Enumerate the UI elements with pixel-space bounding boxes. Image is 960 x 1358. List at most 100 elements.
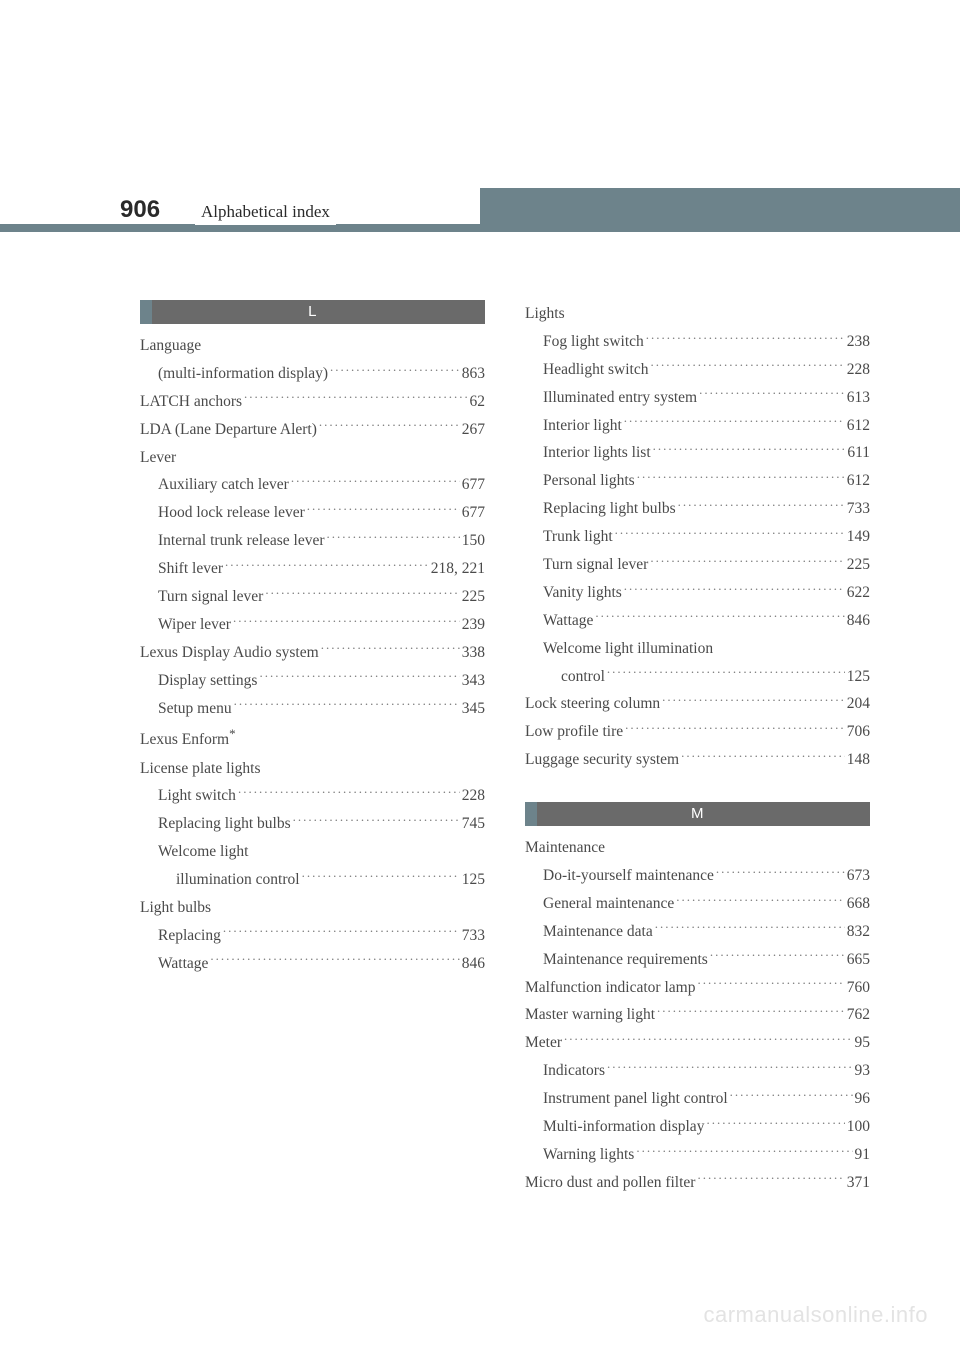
entry-label: Wiper lever: [158, 611, 231, 639]
index-entry: Turn signal lever225: [140, 583, 485, 611]
entry-page: 677: [462, 499, 485, 527]
index-entry: Language: [140, 332, 485, 360]
leader-dots: [607, 665, 845, 681]
entry-label: Instrument panel light control: [543, 1085, 728, 1113]
leader-dots: [625, 721, 845, 737]
entry-page: 225: [847, 551, 870, 579]
entry-page: 338: [462, 639, 485, 667]
index-entry: Light bulbs: [140, 894, 485, 922]
entry-label: illumination control: [176, 866, 300, 894]
entry-page: 204: [847, 690, 870, 718]
entry-label: Hood lock release lever: [158, 499, 305, 527]
leader-dots: [238, 785, 460, 801]
entry-label: Micro dust and pollen filter: [525, 1169, 695, 1197]
entry-page: 228: [462, 782, 485, 810]
leader-dots: [615, 526, 845, 542]
section-letter: L: [140, 300, 485, 324]
index-entry: Welcome light: [140, 838, 485, 866]
leader-dots: [307, 502, 460, 518]
leader-dots: [646, 330, 845, 346]
index-entry: Interior lights list611: [525, 439, 870, 467]
entry-label: License plate lights: [140, 755, 261, 783]
entry-label: Lights: [525, 300, 565, 328]
entry-label: Multi-information display: [543, 1113, 704, 1141]
leader-dots: [699, 386, 845, 402]
entry-label: Trunk light: [543, 523, 613, 551]
entry-label: Light switch: [158, 782, 236, 810]
leader-dots: [706, 1116, 844, 1132]
entry-page: 832: [847, 918, 870, 946]
index-entry: Micro dust and pollen filter371: [525, 1169, 870, 1197]
index-entry: Maintenance: [525, 834, 870, 862]
entry-label: Shift lever: [158, 555, 223, 583]
entry-page: 62: [470, 388, 486, 416]
leader-dots: [710, 948, 845, 964]
leader-dots: [655, 920, 845, 936]
entry-page: 612: [847, 467, 870, 495]
entry-label: Wattage: [543, 607, 593, 635]
leader-dots: [259, 669, 459, 685]
leader-dots: [681, 749, 845, 765]
index-entry: Interior light612: [525, 412, 870, 440]
index-entry: Illuminated entry system 613: [525, 384, 870, 412]
entry-page: 846: [847, 607, 870, 635]
section-letter: M: [525, 802, 870, 826]
entry-label: Meter: [525, 1029, 562, 1057]
index-entry: Do-it-yourself maintenance673: [525, 862, 870, 890]
entry-page: 613: [847, 384, 870, 412]
entry-page: 677: [462, 471, 485, 499]
index-entry: Shift lever218, 221: [140, 555, 485, 583]
leader-dots: [624, 414, 845, 430]
entry-label: Auxiliary catch lever: [158, 471, 289, 499]
entry-label: (multi-information display): [158, 360, 328, 388]
leader-dots: [327, 530, 460, 546]
entry-label: Low profile tire: [525, 718, 623, 746]
entry-label: Light bulbs: [140, 894, 211, 922]
entry-label: Illuminated entry system: [543, 384, 697, 412]
entry-page: 733: [462, 922, 485, 950]
leader-dots: [291, 474, 460, 490]
leader-dots: [607, 1060, 853, 1076]
index-entry: Meter 95: [525, 1029, 870, 1057]
entry-label: Luggage security system: [525, 746, 679, 774]
index-entry: Lights: [525, 300, 870, 328]
leader-dots: [319, 418, 460, 434]
index-entry: (multi-information display) 863: [140, 360, 485, 388]
entry-page: 863: [462, 360, 485, 388]
index-entry: illumination control125: [140, 866, 485, 894]
entry-label: Wattage: [158, 950, 208, 978]
entry-label: Do-it-yourself maintenance: [543, 862, 714, 890]
leader-dots: [697, 1171, 844, 1187]
entry-label: Master warning light: [525, 1001, 655, 1029]
entry-page: 150: [462, 527, 485, 555]
footnote-star: *: [229, 726, 236, 741]
entry-label: Replacing light bulbs: [543, 495, 676, 523]
entry-label: Fog light switch: [543, 328, 644, 356]
leader-dots: [330, 362, 460, 378]
entry-label: Welcome light illumination: [543, 635, 713, 663]
entry-page: 125: [847, 663, 870, 691]
entry-label: Setup menu: [158, 695, 232, 723]
leader-dots: [234, 697, 460, 713]
entry-label: Malfunction indicator lamp: [525, 974, 695, 1002]
index-entry: Internal trunk release lever150: [140, 527, 485, 555]
index-entry: Personal lights612: [525, 467, 870, 495]
entry-label: Language: [140, 332, 201, 360]
index-entry: Setup menu345: [140, 695, 485, 723]
index-entry: Wattage 846: [525, 607, 870, 635]
entry-page: 95: [855, 1029, 871, 1057]
index-entry: Replacing light bulbs733: [525, 495, 870, 523]
index-entry: Luggage security system148: [525, 746, 870, 774]
index-entry: LATCH anchors62: [140, 388, 485, 416]
leader-dots: [564, 1032, 852, 1048]
index-entry: Lever: [140, 444, 485, 472]
entry-label: Maintenance data: [543, 918, 653, 946]
index-entry: Indicators93: [525, 1057, 870, 1085]
leader-dots: [730, 1088, 853, 1104]
leader-dots: [653, 442, 846, 458]
index-entry: Malfunction indicator lamp760: [525, 974, 870, 1002]
index-entry: Lexus Enform*: [140, 722, 485, 754]
entry-page: 239: [462, 611, 485, 639]
entry-label: Maintenance requirements: [543, 946, 708, 974]
index-entry: Display settings343: [140, 667, 485, 695]
